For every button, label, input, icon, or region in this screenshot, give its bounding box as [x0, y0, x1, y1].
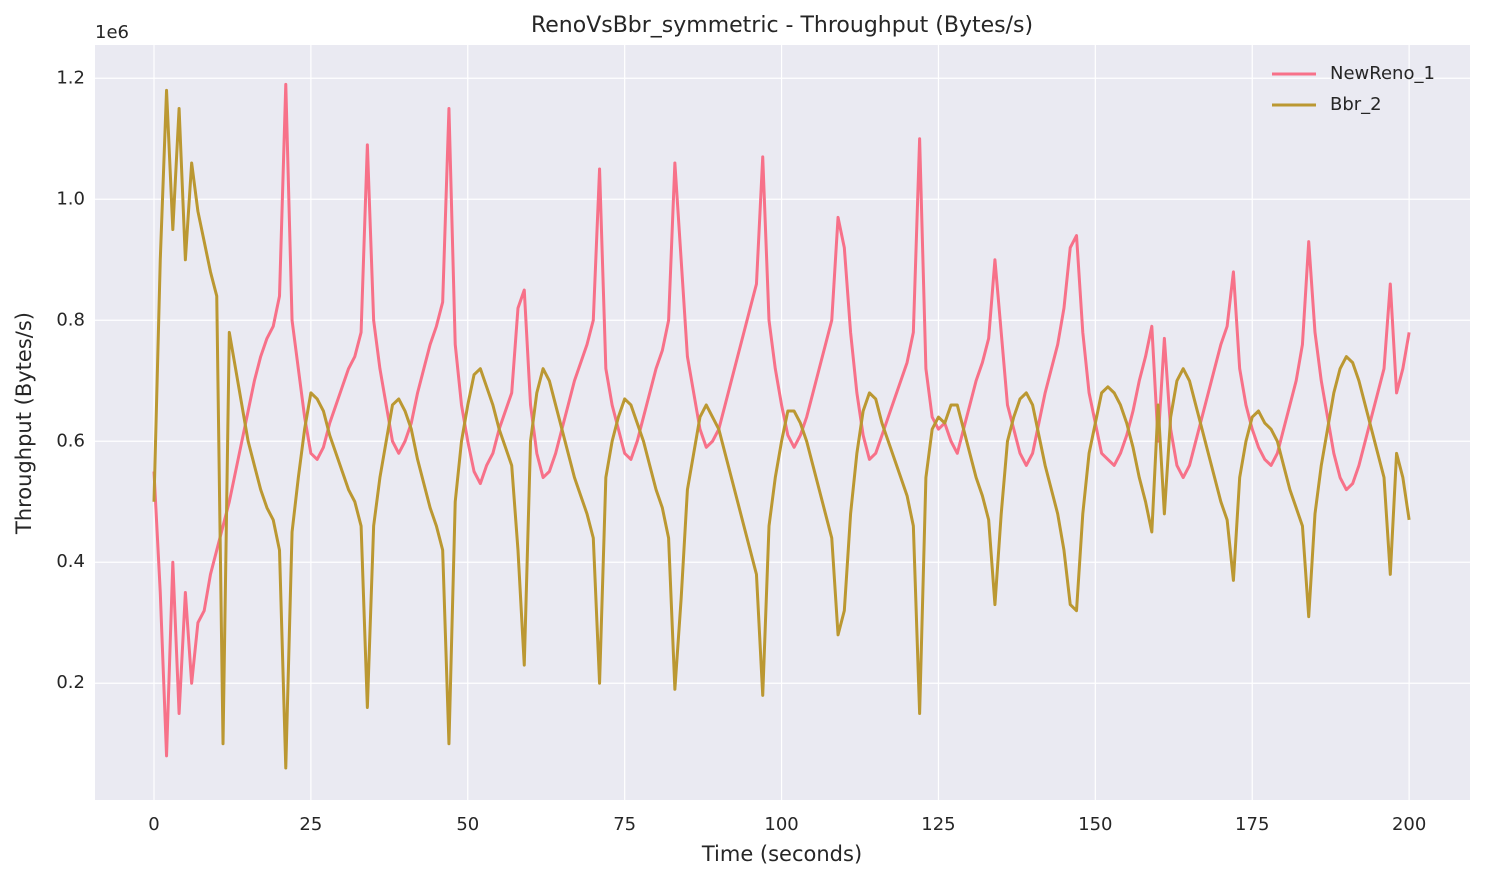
x-tick-label: 0: [148, 814, 159, 835]
y-tick-label: 1.2: [56, 67, 85, 88]
x-axis-label: Time (seconds): [701, 842, 862, 866]
y-tick-label: 0.8: [56, 309, 85, 330]
legend: NewReno_1 Bbr_2: [1272, 63, 1435, 115]
x-tick-label: 100: [764, 814, 798, 835]
y-tick-label: 0.2: [56, 672, 85, 693]
legend-label: NewReno_1: [1330, 63, 1435, 84]
y-tick-label: 1.0: [56, 188, 85, 209]
series-line: [152, 88, 1411, 770]
x-tick-label: 150: [1078, 814, 1112, 835]
plot-area: [95, 45, 1470, 800]
x-tick-label: 50: [456, 814, 479, 835]
y-tick-label: 0.6: [56, 430, 85, 451]
y-offset-label: 1e6: [95, 22, 129, 43]
x-tick-label: 75: [613, 814, 636, 835]
y-axis-label: Throughput (Bytes/s): [12, 312, 36, 535]
chart-title: RenoVsBbr_symmetric - Throughput (Bytes/…: [531, 13, 1033, 38]
x-tick-label: 175: [1235, 814, 1269, 835]
x-tick-label: 200: [1392, 814, 1426, 835]
legend-label: Bbr_2: [1330, 94, 1382, 115]
lines: [152, 82, 1411, 770]
x-tick-label: 125: [921, 814, 955, 835]
ticks: 0.2 0.4 0.6 0.8 1.0 1.2 0 25 50 75 100 125 150 175 200: [56, 67, 1426, 835]
x-tick-label: 25: [299, 814, 322, 835]
y-tick-label: 0.4: [56, 551, 85, 572]
